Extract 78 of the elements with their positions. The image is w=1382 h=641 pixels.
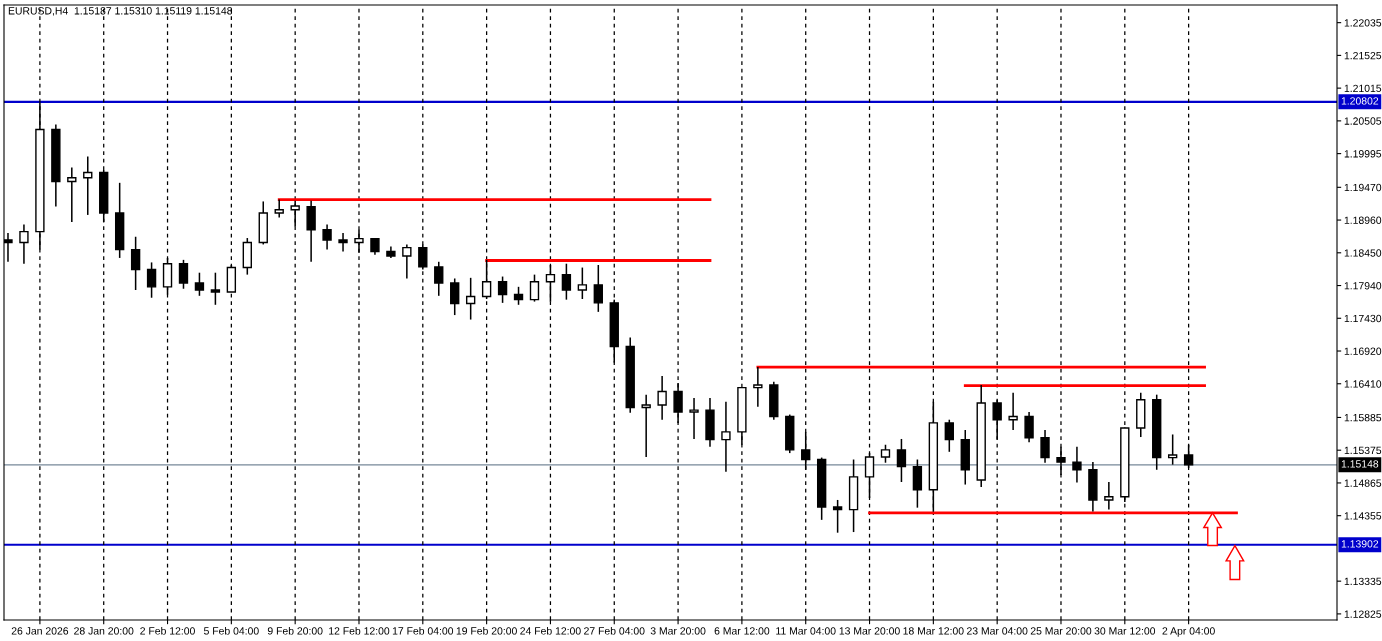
ref-line-label: 1.13902	[1341, 540, 1379, 548]
x-tick-label: 27 Feb 04:00	[584, 626, 645, 635]
candlestick	[1167, 433, 1178, 466]
candlestick	[130, 235, 141, 291]
x-tick-label: 2 Apr 04:00	[1162, 627, 1215, 637]
candlestick	[194, 271, 205, 297]
y-tick-label: 1.16410	[1344, 380, 1382, 388]
y-tick-label: 1.16920	[1344, 347, 1382, 355]
y-tick-label: 1.19995	[1344, 150, 1382, 158]
candlestick	[832, 499, 843, 534]
candlestick	[753, 366, 763, 408]
y-tick-label: 1.21525	[1344, 51, 1382, 60]
y-tick-label: 1.17940	[1344, 282, 1382, 290]
x-tick-label: 17 Feb 04:00	[392, 626, 454, 635]
y-tick-label: 1.14355	[1344, 512, 1382, 520]
x-tick-label: 2 Feb 12:00	[140, 626, 195, 635]
candlestick	[418, 243, 428, 271]
candlestick	[1104, 481, 1114, 511]
candlestick	[561, 262, 572, 301]
candlestick	[944, 418, 954, 453]
candlestick	[178, 259, 189, 290]
x-tick-label: 5 Feb 04:00	[203, 626, 259, 635]
candlestick	[593, 264, 603, 313]
y-tick-label: 1.15375	[1344, 446, 1382, 455]
candlestick	[450, 277, 460, 316]
y-tick-label: 1.17430	[1344, 314, 1382, 323]
y-tick-label: 1.22035	[1344, 19, 1382, 27]
x-tick-label: 6 Mar 12:00	[714, 627, 770, 635]
candlestick	[322, 223, 332, 251]
candlestick	[19, 223, 29, 265]
candlestick	[290, 200, 300, 228]
candlestick	[434, 261, 444, 297]
candlestick	[146, 261, 157, 299]
x-tick-label: 9 Feb 20:00	[267, 626, 323, 635]
x-tick-label: 13 Mar 20:00	[839, 627, 900, 635]
x-tick-label: 12 Feb 12:00	[329, 626, 390, 635]
candlestick	[1072, 445, 1082, 484]
candlestick	[67, 166, 77, 223]
candlestick	[83, 155, 93, 216]
y-tick-label: 1.20505	[1344, 117, 1382, 125]
y-tick-label: 1.18450	[1344, 249, 1382, 257]
x-tick-label: 24 Feb 12:00	[520, 626, 581, 635]
candlestick	[577, 266, 588, 300]
candlestick	[465, 277, 476, 321]
x-tick-label: 28 Jan 20:00	[74, 627, 134, 635]
candlestick	[896, 438, 907, 483]
x-tick-label: 26 Jan 2026	[11, 627, 69, 635]
x-tick-label: 11 Mar 04:00	[776, 627, 836, 635]
x-tick-label: 3 Mar 20:00	[650, 627, 706, 635]
candlestick	[1008, 391, 1018, 431]
ref-line-label: 1.20802	[1341, 97, 1379, 105]
y-tick-label: 1.18960	[1344, 216, 1382, 224]
y-tick-label: 1.21015	[1344, 84, 1382, 93]
ref-line-label: 1.15148	[1341, 460, 1379, 468]
x-tick-label: 23 Mar 04:00	[967, 627, 1028, 635]
candlestick	[210, 271, 221, 306]
y-tick-label: 1.13335	[1344, 577, 1382, 586]
x-tick-label: 25 Mar 20:00	[1030, 627, 1092, 635]
candlestick	[657, 375, 667, 421]
y-tick-label: 1.14865	[1344, 479, 1382, 487]
candlestick	[912, 458, 923, 509]
candlestick	[529, 273, 540, 303]
candlestick	[1024, 411, 1034, 443]
candlestick	[641, 393, 651, 458]
candlestick	[338, 232, 348, 253]
x-tick-label: 18 Mar 12:00	[903, 627, 964, 635]
candlestick	[402, 243, 412, 280]
chart-title: EURUSD,H4 1.15187 1.15310 1.15119 1.15148	[8, 7, 233, 16]
candlestick	[306, 200, 316, 263]
candlestick	[689, 397, 699, 440]
x-tick-label: 30 Mar 12:00	[1094, 627, 1156, 635]
candlestick	[497, 275, 508, 304]
candlestick	[1040, 429, 1050, 464]
y-tick-label: 1.15885	[1344, 413, 1382, 422]
candlestick	[721, 400, 731, 473]
x-tick-label: 19 Feb 20:00	[456, 626, 517, 635]
y-tick-label: 1.12825	[1344, 610, 1382, 618]
y-tick-label: 1.19470	[1344, 183, 1382, 192]
